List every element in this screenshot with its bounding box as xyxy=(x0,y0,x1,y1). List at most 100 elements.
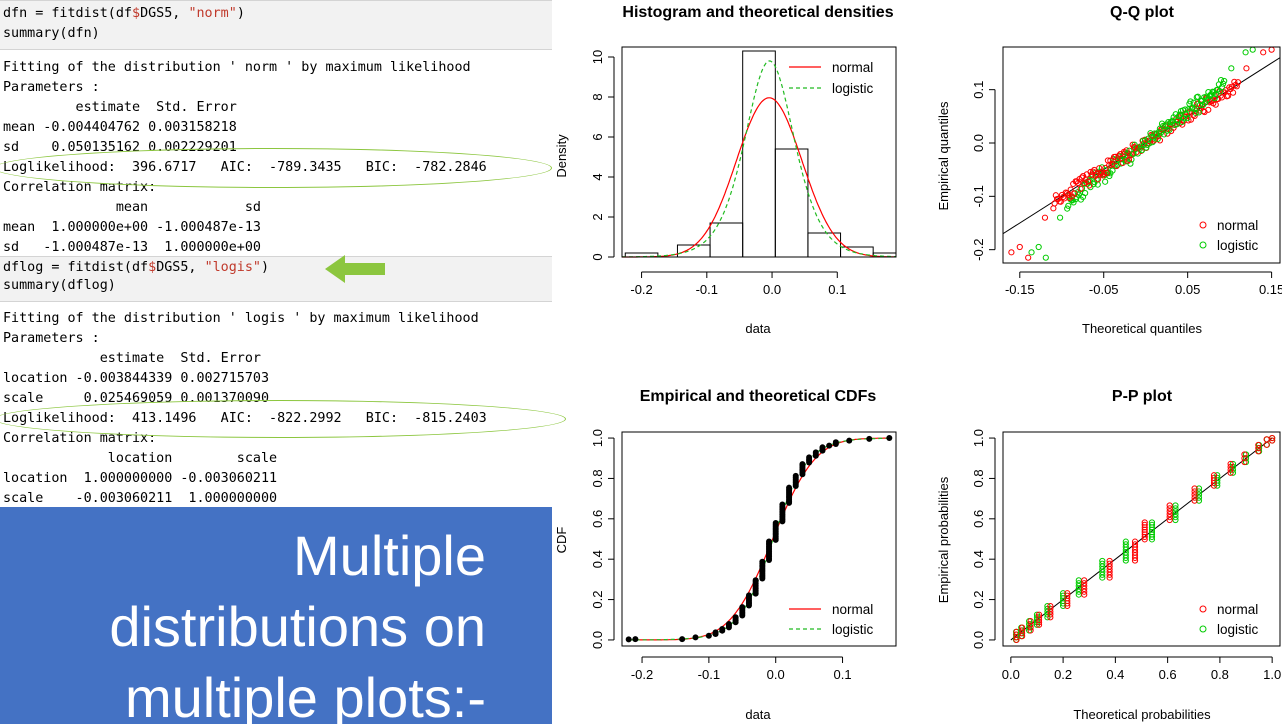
qq-point-normal xyxy=(1229,89,1237,96)
pp-point-logistic xyxy=(1195,491,1203,498)
pp-point-normal xyxy=(1166,511,1173,518)
legend: normal logistic xyxy=(1199,602,1259,637)
qq-point-normal xyxy=(1205,106,1212,113)
qq-point-logistic xyxy=(1184,115,1191,122)
output-line: location scale xyxy=(3,451,278,466)
x-tick-label: 0.05 xyxy=(1175,282,1200,297)
empirical-cdf-point xyxy=(772,520,779,527)
qq-point-normal xyxy=(1233,83,1240,90)
pp-point-normal xyxy=(1241,451,1248,458)
qq-point-normal xyxy=(1225,92,1232,99)
x-tick-label: 0.4 xyxy=(1106,667,1124,682)
qq-point-normal xyxy=(1008,249,1015,256)
empirical-cdf-point xyxy=(786,484,793,491)
empirical-cdf-point xyxy=(819,444,826,451)
banner-title-line: distributions on xyxy=(109,595,486,658)
empirical-cdf-point xyxy=(625,636,632,643)
y-tick-label: 10 xyxy=(590,50,605,64)
qq-points-group xyxy=(1003,47,1280,261)
pp-point-normal xyxy=(1166,508,1173,515)
empirical-cdf-point xyxy=(752,577,759,584)
output-line: estimate Std. Error xyxy=(3,100,237,115)
qq-point-logistic xyxy=(1157,129,1165,136)
chart-title: P-P plot xyxy=(1112,388,1173,405)
legend: normal logistic xyxy=(789,60,874,96)
qq-point-normal xyxy=(1075,179,1082,187)
pp-point-normal xyxy=(1263,436,1270,443)
pp-point-normal xyxy=(1081,588,1088,595)
y-tick-label: 0.0 xyxy=(971,134,986,152)
qq-point-logistic xyxy=(1028,249,1035,256)
x-axis-label: Theoretical quantiles xyxy=(1082,321,1202,336)
chart-title: Empirical and theoretical CDFs xyxy=(640,388,877,405)
output-line: scale -0.003060211 1.000000000 xyxy=(3,491,278,506)
qq-point-normal xyxy=(1057,198,1064,205)
x-tick-label: 0.1 xyxy=(828,282,846,297)
qq-point-normal xyxy=(1084,178,1092,185)
legend-normal-label: normal xyxy=(1217,602,1258,617)
empirical-cdf-point xyxy=(759,558,766,565)
chart-title: Histogram and theoretical densities xyxy=(622,4,893,21)
command-line: dfn = fitdist(df$DGS5, "norm") xyxy=(3,4,245,24)
y-tick-label: -0.2 xyxy=(971,238,986,260)
qq-svg: Q-Q plot -0.15 -0.05 0.05 0.15 -0.2 -0.1 0.0 0.… xyxy=(936,4,1282,336)
qq-point-normal xyxy=(1226,84,1233,91)
qq-point-normal xyxy=(1187,116,1195,123)
x-tick-label: 0.0 xyxy=(1002,667,1020,682)
pp-point-normal xyxy=(1227,460,1234,468)
qq-point-normal xyxy=(1234,79,1242,86)
legend: normal logistic xyxy=(1199,218,1259,253)
pp-point-normal xyxy=(1019,624,1026,631)
legend-logistic-label: logistic xyxy=(1217,238,1259,253)
qq-point-logistic xyxy=(1175,113,1182,120)
pp-point-logistic xyxy=(1099,560,1106,567)
legend: normal logistic xyxy=(789,602,874,637)
pp-point-logistic xyxy=(1172,505,1179,512)
r-console: dfn = fitdist(df$DGS5, "norm") summary(d… xyxy=(0,0,566,508)
qq-point-normal xyxy=(1243,65,1250,72)
empirical-cdf-point xyxy=(832,439,839,446)
qq-point-logistic xyxy=(1190,99,1197,106)
empirical-cdf-point xyxy=(712,629,719,636)
pp-point-normal xyxy=(1141,519,1148,526)
empirical-cdf-point xyxy=(739,604,746,611)
output-block-logis: Fitting of the distribution ' logis ' by… xyxy=(0,309,552,507)
y-axis-label: Density xyxy=(554,134,569,178)
output-line: Fitting of the distribution ' logis ' by… xyxy=(3,311,479,326)
qq-point-logistic xyxy=(1173,121,1180,128)
y-tick-label: 1.0 xyxy=(590,429,605,447)
axes: -0.2 -0.1 0.0 0.1 0.0 0.2 0.4 0.6 0.8 1.0 xyxy=(590,429,897,682)
arrow-left-icon xyxy=(325,255,385,283)
pp-point-normal xyxy=(1191,491,1198,498)
x-tick-label: 1.0 xyxy=(1263,667,1281,682)
command-block-norm[interactable]: dfn = fitdist(df$DGS5, "norm") summary(d… xyxy=(0,0,552,50)
logistic-cdf-curve xyxy=(628,437,890,641)
y-tick-label: 0.6 xyxy=(971,510,986,528)
qq-point-logistic xyxy=(1042,254,1049,261)
qq-point-normal xyxy=(1268,47,1275,53)
qq-point-logistic xyxy=(1221,77,1228,85)
plot-frame xyxy=(1002,431,1281,647)
qq-point-normal xyxy=(1077,185,1084,192)
command-block-logis[interactable]: dflog = fitdist(df$DGS5, "logis") summar… xyxy=(0,256,552,302)
y-tick-label: 2 xyxy=(590,213,605,220)
y-axis-label: Empirical probabilities xyxy=(936,476,951,603)
output-line: sd 0.050135162 0.002229201 xyxy=(3,140,237,155)
qq-point-logistic xyxy=(1064,205,1071,212)
string-literal: "logis" xyxy=(204,260,261,275)
qq-point-normal xyxy=(1081,179,1088,186)
empirical-cdf-point xyxy=(732,614,739,621)
command-line: dflog = fitdist(df$DGS5, "logis") xyxy=(3,258,269,278)
x-tick-label: -0.2 xyxy=(631,667,653,682)
qq-point-normal xyxy=(1094,176,1102,183)
logistic-density-curve xyxy=(622,60,896,258)
x-tick-label: 0.8 xyxy=(1211,667,1229,682)
legend-logistic-label: logistic xyxy=(1217,622,1259,637)
pp-plot: P-P plot 0.0 0.2 0.4 0.6 0.8 1.0 0.0 0.2 0.4 0.6 0… xyxy=(922,380,1282,724)
pp-point-normal xyxy=(1064,590,1071,597)
y-tick-label: 0.4 xyxy=(971,550,986,568)
legend-logistic-label: logistic xyxy=(832,81,874,96)
x-axis-label: data xyxy=(745,707,771,722)
empirical-cdf-point xyxy=(866,435,873,442)
pp-point-normal xyxy=(1019,633,1026,640)
